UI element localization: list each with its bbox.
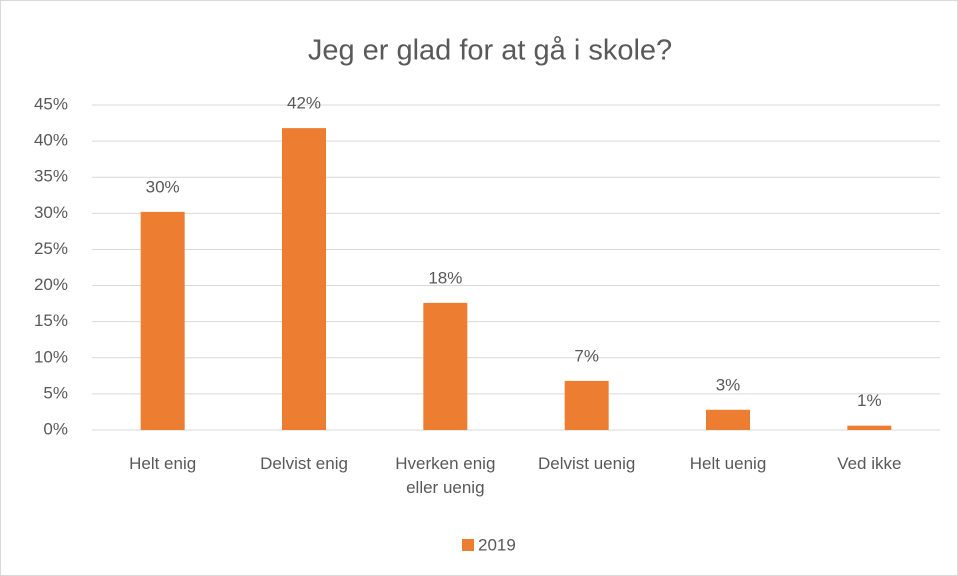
y-tick-label: 20%	[34, 275, 68, 294]
x-tick-label: Delvist uenig	[537, 454, 636, 473]
bar	[140, 211, 185, 430]
bar	[423, 302, 468, 430]
data-label: 30%	[146, 177, 180, 196]
y-tick-label: 10%	[34, 347, 68, 366]
y-tick-label: 0%	[43, 419, 68, 438]
data-label: 18%	[428, 268, 462, 287]
data-label: 7%	[574, 346, 599, 365]
x-tick-label: Ved ikke	[837, 454, 902, 473]
x-tick-label: Hverken enig eller uenig	[395, 454, 496, 497]
data-label: 1%	[857, 391, 882, 410]
y-tick-label: 35%	[34, 167, 68, 186]
y-tick-label: 25%	[34, 239, 68, 258]
x-tick-label: Helt uenig	[689, 454, 767, 473]
chart-title: Jeg er glad for at gå i skole?	[308, 35, 672, 67]
legend-label: 2019	[478, 535, 516, 554]
bar	[282, 128, 326, 430]
y-tick-label: 45%	[34, 94, 68, 113]
bar	[847, 425, 892, 430]
data-label: 42%	[287, 94, 321, 113]
x-tick-label: Helt enig	[129, 454, 197, 473]
data-label: 3%	[716, 375, 741, 394]
bar	[564, 380, 609, 430]
y-tick-label: 40%	[34, 131, 68, 150]
x-tick-label: Delvist enig	[260, 454, 348, 473]
y-tick-label: 30%	[34, 203, 68, 222]
y-tick-label: 15%	[34, 311, 68, 330]
y-tick-label: 5%	[43, 383, 68, 402]
legend-swatch	[462, 539, 474, 551]
bar	[706, 409, 750, 430]
